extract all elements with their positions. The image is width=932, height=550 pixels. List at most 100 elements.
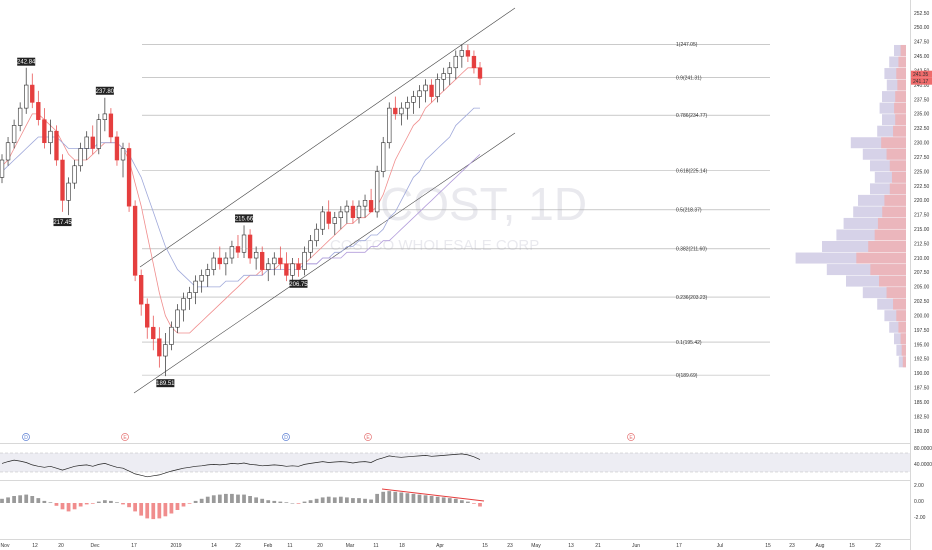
candle-body[interactable] — [66, 182, 71, 201]
candle-body[interactable] — [447, 67, 452, 74]
candle-body[interactable] — [181, 298, 186, 311]
event-marker[interactable] — [364, 433, 372, 441]
candle-body[interactable] — [151, 326, 156, 340]
candle-body[interactable] — [169, 326, 174, 345]
candle-body[interactable] — [199, 275, 204, 282]
candle-body[interactable] — [387, 107, 392, 144]
candle-body[interactable] — [411, 96, 416, 103]
candle-body[interactable] — [163, 344, 168, 357]
candle-body[interactable] — [290, 263, 295, 276]
candle-body[interactable] — [423, 84, 428, 92]
candle-body[interactable] — [84, 136, 89, 149]
candle-body[interactable] — [362, 200, 368, 207]
candle-body[interactable] — [78, 148, 83, 167]
channel-lower-line[interactable] — [133, 132, 516, 394]
fibonacci-retracement[interactable]: 1(247.05) 0.9(241.31) 0.786(234.77) 0.618(2… — [142, 42, 770, 379]
candle-body[interactable] — [24, 84, 29, 109]
candle-body[interactable] — [308, 240, 313, 253]
candlestick-series[interactable] — [0, 44, 483, 377]
candle-body[interactable] — [350, 205, 356, 218]
candle-body[interactable] — [17, 107, 23, 126]
macd-bar — [230, 493, 234, 503]
event-marker[interactable] — [22, 433, 30, 441]
candle-body[interactable] — [393, 107, 398, 115]
volume-profile-bar-down — [893, 298, 906, 310]
candle-body[interactable] — [5, 142, 11, 161]
candle-body[interactable] — [272, 257, 277, 265]
candle-body[interactable] — [132, 205, 138, 276]
channel-upper-line[interactable] — [139, 7, 516, 268]
candle-body[interactable] — [217, 257, 222, 265]
candle-body[interactable] — [60, 159, 65, 201]
candle-body[interactable] — [211, 257, 216, 270]
candle-body[interactable] — [187, 292, 192, 299]
candle-body[interactable] — [266, 263, 271, 270]
candle-body[interactable] — [399, 107, 404, 115]
candle-body[interactable] — [11, 125, 17, 144]
candle-body[interactable] — [356, 205, 362, 218]
candle-body[interactable] — [278, 257, 283, 265]
candle-body[interactable] — [138, 275, 144, 305]
macd-divergence-line[interactable] — [381, 488, 485, 502]
candle-body[interactable] — [441, 73, 446, 80]
candle-body[interactable] — [405, 102, 410, 109]
candle-body[interactable] — [205, 269, 210, 276]
candle-body[interactable] — [477, 67, 483, 79]
candle-body[interactable] — [229, 246, 235, 259]
candle-body[interactable] — [193, 280, 198, 293]
price-channel[interactable] — [133, 7, 516, 394]
candle-body[interactable] — [314, 228, 319, 242]
candle-body[interactable] — [223, 257, 229, 265]
candle-body[interactable] — [247, 234, 253, 259]
price-axis[interactable]: 252.50250.00247.50245.00242.50240.00237.… — [914, 11, 930, 435]
candle-body[interactable] — [235, 246, 241, 253]
candle-body[interactable] — [374, 171, 380, 213]
candle-body[interactable] — [241, 234, 247, 253]
candle-body[interactable] — [72, 165, 77, 184]
candle-body[interactable] — [417, 90, 422, 97]
candle-body[interactable] — [145, 303, 150, 328]
candle-body[interactable] — [157, 338, 162, 357]
event-marker[interactable] — [282, 433, 290, 441]
candle-body[interactable] — [332, 217, 337, 224]
candle-body[interactable] — [36, 102, 41, 120]
candle-body[interactable] — [260, 251, 265, 270]
candle-body[interactable] — [120, 148, 126, 161]
rsi-axis[interactable]: 80.0000 40.0000 — [914, 446, 932, 468]
candle-body[interactable] — [126, 148, 132, 207]
candle-body[interactable] — [114, 136, 120, 161]
candle-body[interactable] — [429, 84, 434, 97]
candle-body[interactable] — [30, 84, 35, 103]
candle-body[interactable] — [338, 211, 344, 218]
candle-body[interactable] — [471, 55, 477, 69]
event-marker[interactable] — [121, 433, 129, 441]
candle-body[interactable] — [326, 211, 331, 224]
macd-axis[interactable]: 2.00 0.00 -2.00 — [914, 483, 926, 521]
event-marker[interactable] — [627, 433, 635, 441]
candle-body[interactable] — [253, 251, 259, 259]
volume-profile-bar-down — [886, 148, 906, 160]
candle-body[interactable] — [459, 50, 465, 57]
candle-body[interactable] — [42, 119, 47, 144]
candle-body[interactable] — [90, 136, 95, 149]
candle-body[interactable] — [320, 211, 325, 230]
candle-body[interactable] — [381, 142, 386, 172]
time-axis[interactable]: Nov 12 20 Dec 17 2019 14 22 Feb 11 20 Mar 11 18 Apr 15 2… — [1, 543, 881, 549]
candle-body[interactable] — [368, 200, 374, 213]
candle-body[interactable] — [0, 159, 5, 178]
candle-body[interactable] — [344, 205, 350, 213]
candle-body[interactable] — [102, 113, 108, 120]
candle-body[interactable] — [54, 130, 59, 161]
candle-body[interactable] — [108, 113, 114, 138]
candle-body[interactable] — [175, 309, 180, 328]
candle-body[interactable] — [296, 263, 301, 270]
candle-body[interactable] — [435, 79, 440, 97]
candle-body[interactable] — [96, 119, 101, 149]
candle-body[interactable] — [284, 263, 289, 276]
candle-body[interactable] — [302, 251, 307, 270]
candle-body[interactable] — [465, 50, 471, 57]
candle-body[interactable] — [453, 55, 458, 69]
candle-body[interactable] — [48, 130, 53, 144]
